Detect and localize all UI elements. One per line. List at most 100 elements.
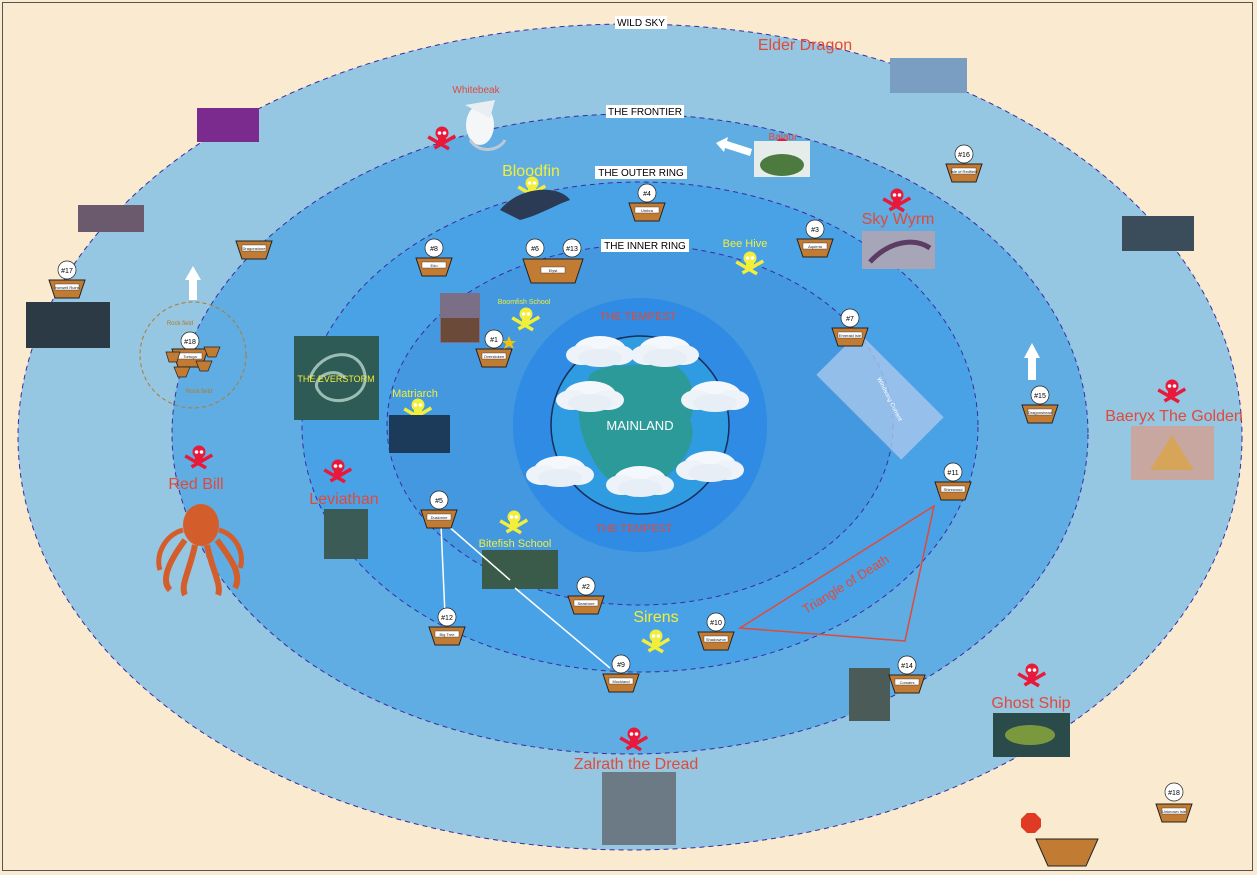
tempest-label-bottom: THE TEMPEST [596, 523, 673, 535]
red-bill-octopus [156, 504, 244, 597]
svg-text:Dragonstone: Dragonstone [243, 246, 267, 251]
svg-text:#12: #12 [441, 615, 453, 622]
basket-icon [165, 351, 181, 363]
scenic-image [78, 205, 144, 232]
tempest-label-top: THE TEMPEST [600, 311, 677, 323]
island-7[interactable]: #7 Emerald Isle [831, 308, 869, 347]
svg-text:#1: #1 [490, 337, 498, 344]
island-12[interactable]: #12 Big Tree [428, 607, 466, 646]
island-8[interactable]: #8 Edo [415, 238, 453, 277]
bee-hive-label: Bee Hive [723, 238, 768, 250]
route-line [440, 524, 446, 616]
island-6-13[interactable]: #6 #13 Elyst [522, 238, 584, 284]
svg-text:#7: #7 [846, 316, 854, 323]
svg-text:#15: #15 [1034, 393, 1046, 400]
svg-text:Seashore: Seashore [577, 601, 595, 606]
island-9[interactable]: #9 Muckland [602, 654, 640, 693]
red-bill-label: Red Bill [168, 476, 223, 493]
svg-text:#4: #4 [643, 191, 651, 198]
svg-text:#18: #18 [1168, 790, 1180, 797]
leviathan-label: Leviathan [309, 491, 378, 508]
zalrath-label: Zalrath the Dread [574, 756, 699, 773]
svg-text:#3: #3 [811, 227, 819, 234]
island-17[interactable]: #17 Ironwell Ruins [48, 260, 86, 299]
svg-text:Muckland: Muckland [612, 679, 629, 684]
arrow-icon [185, 266, 201, 300]
arrow-icon [1024, 343, 1040, 380]
island-5[interactable]: #5 Duskmire [420, 490, 458, 529]
svg-text:#17: #17 [61, 268, 73, 275]
scenic-image [197, 108, 259, 142]
basket-icon [173, 366, 191, 378]
island-18-rockfield[interactable]: #18 Tortuga [171, 331, 209, 368]
everstorm-label: THE EVERSTORM [297, 374, 374, 384]
svg-text:Big Tree: Big Tree [440, 632, 456, 637]
svg-text:#18: #18 [184, 339, 196, 346]
ghost-ship-label: Ghost Ship [991, 695, 1070, 712]
svg-text:Aquirria: Aquirria [808, 244, 823, 249]
svg-text:#13: #13 [566, 246, 578, 253]
scenic-image [441, 318, 479, 342]
svg-text:#14: #14 [901, 663, 913, 670]
bloodfin-label: Bloodfin [502, 163, 560, 180]
windsong-current [816, 332, 944, 460]
svg-text:#10: #10 [710, 620, 722, 627]
svg-text:Tortuga: Tortuga [183, 354, 197, 359]
bloodfin-image [500, 189, 570, 220]
route-line [446, 524, 511, 581]
inner-ring-label: THE INNER RING [604, 241, 686, 252]
matriarch-image [389, 415, 450, 453]
frontier-label: THE FRONTIER [608, 107, 682, 118]
sirens-label: Sirens [633, 609, 678, 626]
sky-wyrm-image [862, 231, 935, 269]
rock-field-top-label: Rock field [167, 321, 193, 327]
island-15[interactable]: #15 Dragonshead [1021, 385, 1059, 424]
rock-field [139, 301, 247, 409]
rock-field-bottom-label: Rock field [186, 389, 212, 395]
svg-text:#11: #11 [947, 470, 958, 477]
svg-text:Overstoken: Overstoken [484, 354, 504, 359]
svg-text:Elyst: Elyst [549, 268, 559, 273]
basket-icon [203, 346, 221, 358]
stop-icon[interactable] [1021, 813, 1041, 833]
leviathan-image [324, 509, 368, 559]
svg-text:Edo: Edo [430, 263, 438, 268]
route-line [514, 587, 611, 669]
balaur-label: Balaur [769, 132, 799, 143]
outer-ring-label: THE OUTER RING [598, 168, 684, 179]
whitebeak-label: Whitebeak [452, 85, 500, 96]
svg-text:#2: #2 [582, 584, 590, 591]
island-1[interactable]: #1 Overstoken [475, 329, 513, 368]
island-18-far[interactable]: #18 Unknown Isle [1155, 782, 1193, 823]
zalrath-image [602, 772, 676, 845]
mainland-label: MAINLAND [606, 418, 673, 433]
island-2[interactable]: #2 Seashore [567, 576, 605, 615]
matriarch-label: Matriarch [392, 388, 438, 400]
svg-text:Isle of Redfield: Isle of Redfield [951, 169, 977, 174]
sky-wyrm-label: Sky Wyrm [862, 211, 935, 228]
boomfish-label: Boomfish School [498, 299, 551, 306]
bitefish-label: Bitefish School [479, 538, 552, 550]
island-unnumbered[interactable]: Dragonstone [235, 240, 273, 260]
svg-text:Shirewood: Shirewood [944, 487, 963, 492]
player-basket[interactable] [1035, 838, 1099, 867]
island-3[interactable]: #3 Aquirria [796, 219, 834, 258]
scenic-image [849, 668, 890, 721]
svg-text:#5: #5 [435, 498, 443, 505]
island-16[interactable]: #16 Isle of Redfield [945, 144, 983, 183]
elder-dragon-image [890, 58, 967, 93]
island-10[interactable]: #10 Shadowrun [697, 612, 735, 651]
star-icon [502, 336, 516, 349]
island-14[interactable]: #14 Corsairs [888, 655, 926, 694]
baeryx-label: Baeryx The Golden [1105, 408, 1243, 425]
svg-text:Unknown Isle: Unknown Isle [1162, 809, 1187, 814]
svg-text:Ironwell Ruins: Ironwell Ruins [54, 285, 79, 290]
svg-text:Duskmire: Duskmire [431, 515, 449, 520]
island-11[interactable]: #11 Shirewood [934, 462, 972, 501]
island-4[interactable]: #4 Umbra [628, 183, 666, 222]
scenic-image [1122, 216, 1194, 251]
svg-text:Dragonshead: Dragonshead [1028, 410, 1052, 415]
svg-text:#16: #16 [958, 152, 970, 159]
scenic-image [26, 302, 110, 348]
basket-icon [195, 360, 213, 372]
